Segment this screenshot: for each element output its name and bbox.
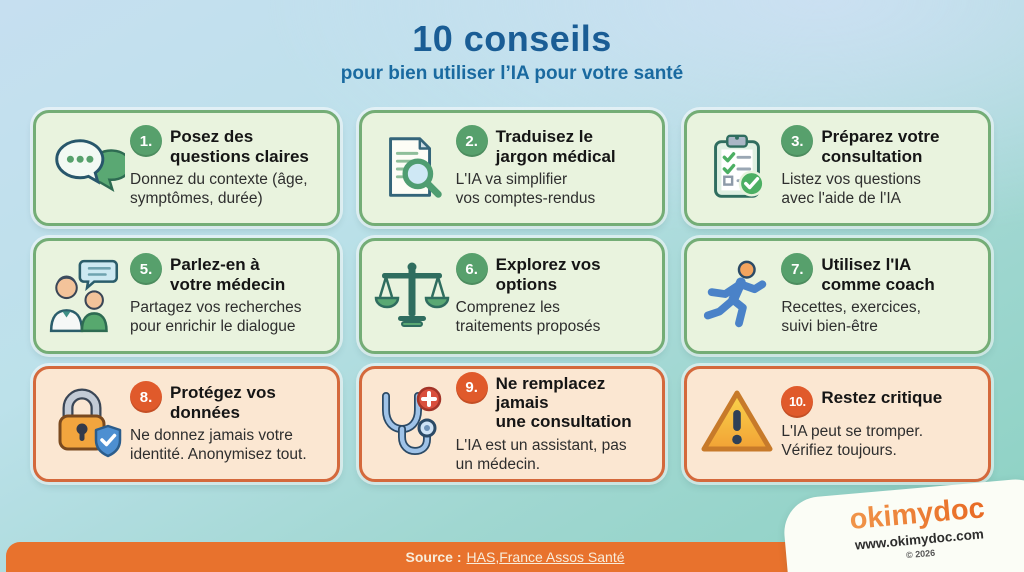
stethoscope-icon: [368, 376, 456, 472]
warning-triangle-icon: [693, 376, 781, 472]
tip-title: Posez des questions claires: [170, 127, 309, 166]
tip-body: Ne donnez jamais votre identité. Anonymi…: [130, 426, 307, 463]
tip-card-2: 2. Traduisez le jargon médical L'IA va s…: [358, 110, 666, 226]
clipboard-checklist-icon: [693, 120, 781, 216]
tip-number-badge: 2.: [455, 125, 488, 158]
tip-card-10: 10. Restez critique L'IA peut se tromper…: [684, 366, 991, 482]
tip-body: Listez vos questions avec l'aide de l'IA: [781, 170, 921, 207]
source-link-france-assos-sante[interactable]: France Assos Santé: [499, 549, 625, 565]
lock-shield-icon: [42, 376, 130, 472]
tip-number-badge: 5.: [130, 253, 162, 286]
tip-title: Utilisez l'IA comme coach: [821, 255, 935, 294]
tips-grid: 1. Posez des questions claires Donnez du…: [33, 110, 991, 482]
running-person-icon: [693, 248, 781, 344]
tip-title: Explorez vos options: [495, 255, 601, 294]
tip-title: Traduisez le jargon médical: [495, 127, 616, 166]
tip-body: Recettes, exercices, suivi bien-être: [781, 298, 921, 335]
balance-scale-icon: [368, 248, 456, 344]
tip-title: Ne remplacez jamais une consultation: [495, 373, 632, 432]
document-magnifier-icon: [368, 120, 456, 216]
tip-title: Préparez votre consultation: [821, 127, 940, 166]
tip-number-badge: 3.: [781, 125, 814, 158]
tip-card-9: 9. Ne remplacez jamais une consultation …: [358, 366, 666, 482]
tip-number-badge: 7.: [781, 253, 814, 286]
tip-body: L'IA va simplifier vos comptes-rendus: [455, 170, 596, 207]
source-link-has[interactable]: HAS: [466, 549, 496, 565]
copyright-text: © 2026: [905, 547, 936, 561]
tip-body: L'IA peut se tromper. Vérifiez toujours.: [781, 422, 924, 459]
okimydoc-logo-panel: okimydoc www.okimydoc.com © 2026: [781, 476, 1024, 572]
tip-body: Partagez vos recherches pour enrichir le…: [130, 298, 302, 335]
tip-card-1: 1. Posez des questions claires Donnez du…: [33, 110, 340, 226]
tip-title: Parlez-en à votre médecin: [170, 255, 286, 294]
tip-body: L'IA est un assistant, pas un médecin.: [455, 436, 627, 473]
source-separator: ,: [495, 549, 500, 565]
tip-body: Donnez du contexte (âge, symptômes, duré…: [130, 170, 308, 207]
source-label: Source :: [405, 549, 462, 565]
page-subtitle: pour bien utiliser l’IA pour votre santé: [340, 63, 684, 84]
tip-card-3: 3. Préparez votre consultation Listez vo…: [684, 110, 991, 226]
tip-title: Protégez vos données: [170, 383, 276, 422]
tip-card-5: 5. Parlez-en à votre médecin Partagez vo…: [33, 238, 340, 354]
page-title: 10 conseils: [412, 18, 612, 59]
tip-title: Restez critique: [821, 387, 943, 407]
chat-bubbles-icon: [42, 120, 130, 216]
header: 10 conseils pour bien utiliser l’IA pour…: [0, 18, 1024, 85]
tip-number-badge: 1.: [130, 125, 162, 158]
tip-number-badge: 8.: [130, 381, 162, 414]
tip-number-badge: 10.: [781, 385, 814, 418]
tip-card-7: 7. Utilisez l'IA comme coach Recettes, e…: [684, 238, 991, 354]
tip-card-6: 6. Explorez vos options Comprenez les tr…: [358, 238, 666, 354]
tip-body: Comprenez les traitements proposés: [455, 298, 601, 335]
tip-card-8: 8. Protégez vos données Ne donnez jamais…: [33, 366, 340, 482]
doctor-patient-icon: [42, 248, 130, 344]
tip-number-badge: 6.: [455, 253, 488, 286]
tip-number-badge: 9.: [455, 371, 488, 404]
